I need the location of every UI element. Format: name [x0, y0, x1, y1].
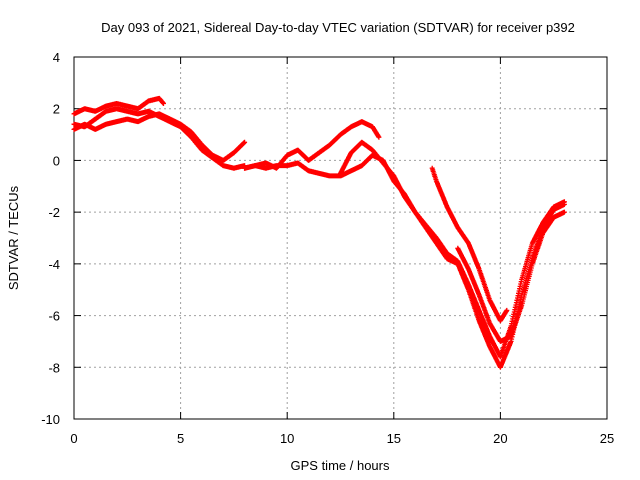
y-tick-label: 4 — [53, 50, 60, 65]
series-arc3 — [71, 95, 166, 117]
x-tick-label: 20 — [493, 431, 507, 446]
y-tick-label: -10 — [41, 412, 60, 427]
chart-title: Day 093 of 2021, Sidereal Day-to-day VTE… — [101, 20, 575, 35]
y-axis: 4 2 0 -2 -4 -6 -8 -10 — [41, 50, 607, 427]
y-tick-label: -8 — [48, 360, 60, 375]
data-points — [71, 95, 567, 370]
x-tick-label: 25 — [600, 431, 614, 446]
x-axis-label: GPS time / hours — [291, 458, 390, 473]
x-tick-label: 0 — [70, 431, 77, 446]
grid — [74, 57, 607, 419]
x-tick-label: 5 — [177, 431, 184, 446]
x-axis: 0 5 10 15 20 25 — [70, 57, 614, 446]
series-arc5 — [242, 152, 567, 370]
y-tick-label: 2 — [53, 102, 60, 117]
series-arc7 — [429, 165, 510, 324]
x-tick-label: 15 — [387, 431, 401, 446]
plot-frame — [73, 56, 608, 420]
series-markers — [242, 152, 567, 370]
x-tick-label: 10 — [280, 431, 294, 446]
series-markers — [455, 209, 567, 344]
y-tick-label: -4 — [48, 257, 60, 272]
series-markers — [338, 139, 567, 360]
y-axis-label: SDTVAR / TECUs — [6, 185, 21, 290]
series-markers — [71, 95, 166, 117]
y-tick-label: -2 — [48, 205, 60, 220]
y-tick-label: -6 — [48, 309, 60, 324]
y-tick-label: 0 — [53, 153, 60, 168]
series-markers — [71, 111, 248, 163]
series-arc6 — [338, 139, 567, 360]
series-arc2 — [71, 111, 248, 163]
series-markers — [429, 165, 510, 324]
series-arc8 — [455, 209, 567, 344]
